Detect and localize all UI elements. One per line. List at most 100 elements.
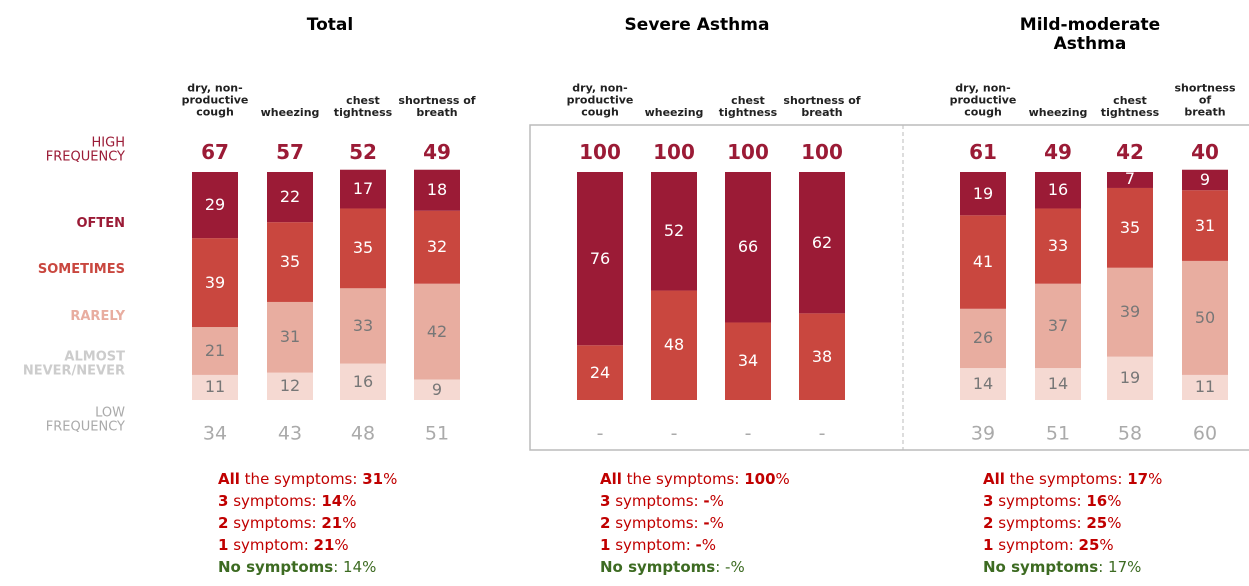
summary-line: 2 symptoms: 21%: [218, 516, 356, 531]
segment-label: 37: [1047, 316, 1069, 336]
summary-text: symptoms:: [993, 514, 1087, 532]
summary-unit: %: [1099, 536, 1114, 554]
summary-line: 2 symptoms: -%: [600, 516, 724, 531]
summary-value: 31: [362, 470, 384, 488]
chart-title: Total: [306, 15, 354, 35]
low-frequency-label: LOW FREQUENCY: [45, 405, 125, 435]
summary-line: All the symptoms: 31%: [218, 472, 397, 487]
bar-segment: [192, 172, 238, 239]
segment-label: 33: [352, 316, 374, 336]
bar-segment: [192, 374, 238, 400]
low-frequency-value: -: [744, 422, 752, 445]
category-label: dry, non- productive cough: [566, 81, 634, 119]
summary-value: 14: [343, 558, 363, 576]
bar-segment: [1182, 169, 1228, 191]
summary-line: All the symptoms: 17%: [983, 472, 1162, 487]
bar-segment: [1035, 368, 1081, 400]
bar-segment: [414, 169, 460, 211]
segment-label: 32: [426, 237, 448, 257]
bar-segment: [414, 283, 460, 380]
bar-segment: [1182, 190, 1228, 261]
bar-segment: [1182, 260, 1228, 375]
summary-key: 3: [218, 492, 229, 510]
category-label: chest tightness: [1100, 93, 1160, 119]
segment-label: 50: [1194, 308, 1216, 328]
segment-label: 11: [204, 377, 226, 397]
bar-segment: [799, 313, 845, 400]
category-label: chest tightness: [718, 93, 778, 119]
summary-key: All: [218, 470, 240, 488]
segment-label: 17: [352, 179, 374, 199]
segment-label: 35: [352, 238, 374, 258]
segment-label: 11: [1194, 377, 1216, 397]
segment-label: 24: [589, 362, 611, 382]
high-frequency-value: 67: [201, 140, 229, 164]
category-label: dry, non- productive cough: [949, 81, 1017, 119]
category-label: dry, non- productive cough: [181, 81, 249, 119]
summary-unit: %: [709, 492, 724, 510]
legend-label: ALMOST NEVER/NEVER: [22, 349, 125, 379]
high-frequency-value: 100: [653, 140, 695, 164]
panel-border: [529, 124, 1249, 451]
summary-unit: %: [334, 536, 349, 554]
summary-line: 3 symptoms: 14%: [218, 494, 356, 509]
segment-label: 18: [426, 180, 448, 200]
legend-label: SOMETIMES: [37, 261, 125, 277]
summary-line: 2 symptoms: 25%: [983, 516, 1121, 531]
chart-title: Mild-moderate Asthma: [1019, 15, 1161, 54]
summary-unit: %: [775, 470, 790, 488]
summary-line: 3 symptoms: 16%: [983, 494, 1121, 509]
summary-text: :: [1098, 558, 1109, 576]
summary-text: symptom:: [993, 536, 1079, 554]
segment-label: 41: [972, 252, 994, 272]
segment-label: 35: [279, 252, 301, 272]
high-frequency-value: 61: [969, 140, 997, 164]
low-frequency-value: 43: [277, 422, 303, 445]
legend-label: RARELY: [70, 308, 125, 324]
high-frequency-value: 100: [579, 140, 621, 164]
summary-unit: %: [342, 514, 357, 532]
segment-label: 9: [1199, 170, 1211, 190]
segment-label: 52: [663, 221, 685, 241]
summary-value: -: [703, 514, 710, 532]
segment-label: 26: [972, 328, 994, 348]
legend-label: OFTEN: [76, 215, 125, 231]
summary-line: No symptoms: 17%: [983, 560, 1141, 575]
segment-label: 21: [204, 341, 226, 361]
summary-value: 25: [1086, 514, 1108, 532]
summary-unit: %: [730, 558, 745, 576]
summary-unit: %: [362, 558, 377, 576]
bar-segment: [414, 210, 460, 284]
summary-value: -: [725, 558, 731, 576]
summary-text: symptoms:: [228, 514, 322, 532]
segment-label: 19: [972, 183, 994, 203]
summary-text: the symptoms:: [621, 470, 745, 488]
summary-unit: %: [1127, 558, 1142, 576]
segment-label: 19: [1119, 368, 1141, 388]
segment-label: 34: [737, 351, 759, 371]
bar-segment: [799, 172, 845, 314]
summary-line: 1 symptom: 25%: [983, 538, 1114, 553]
bar-segment: [1107, 187, 1153, 268]
bar-segment: [651, 290, 697, 400]
chart-title: Severe Asthma: [624, 15, 770, 35]
bar-segment: [960, 368, 1006, 400]
bar-segment: [340, 169, 386, 209]
low-frequency-value: -: [670, 422, 678, 445]
high-frequency-value: 40: [1191, 140, 1219, 164]
high-frequency-value: 57: [276, 140, 304, 164]
summary-unit: %: [1107, 514, 1122, 532]
segment-label: 16: [352, 371, 374, 391]
bar-segment: [1182, 374, 1228, 400]
high-frequency-value: 49: [1044, 140, 1072, 164]
summary-key: 3: [983, 492, 994, 510]
bar-segment: [267, 301, 313, 373]
summary-text: :: [333, 558, 344, 576]
segment-label: 7: [1124, 169, 1136, 189]
bar-segment: [651, 172, 697, 291]
summary-text: the symptoms:: [239, 470, 363, 488]
segment-label: 9: [431, 379, 443, 399]
low-frequency-value: 34: [202, 422, 228, 445]
